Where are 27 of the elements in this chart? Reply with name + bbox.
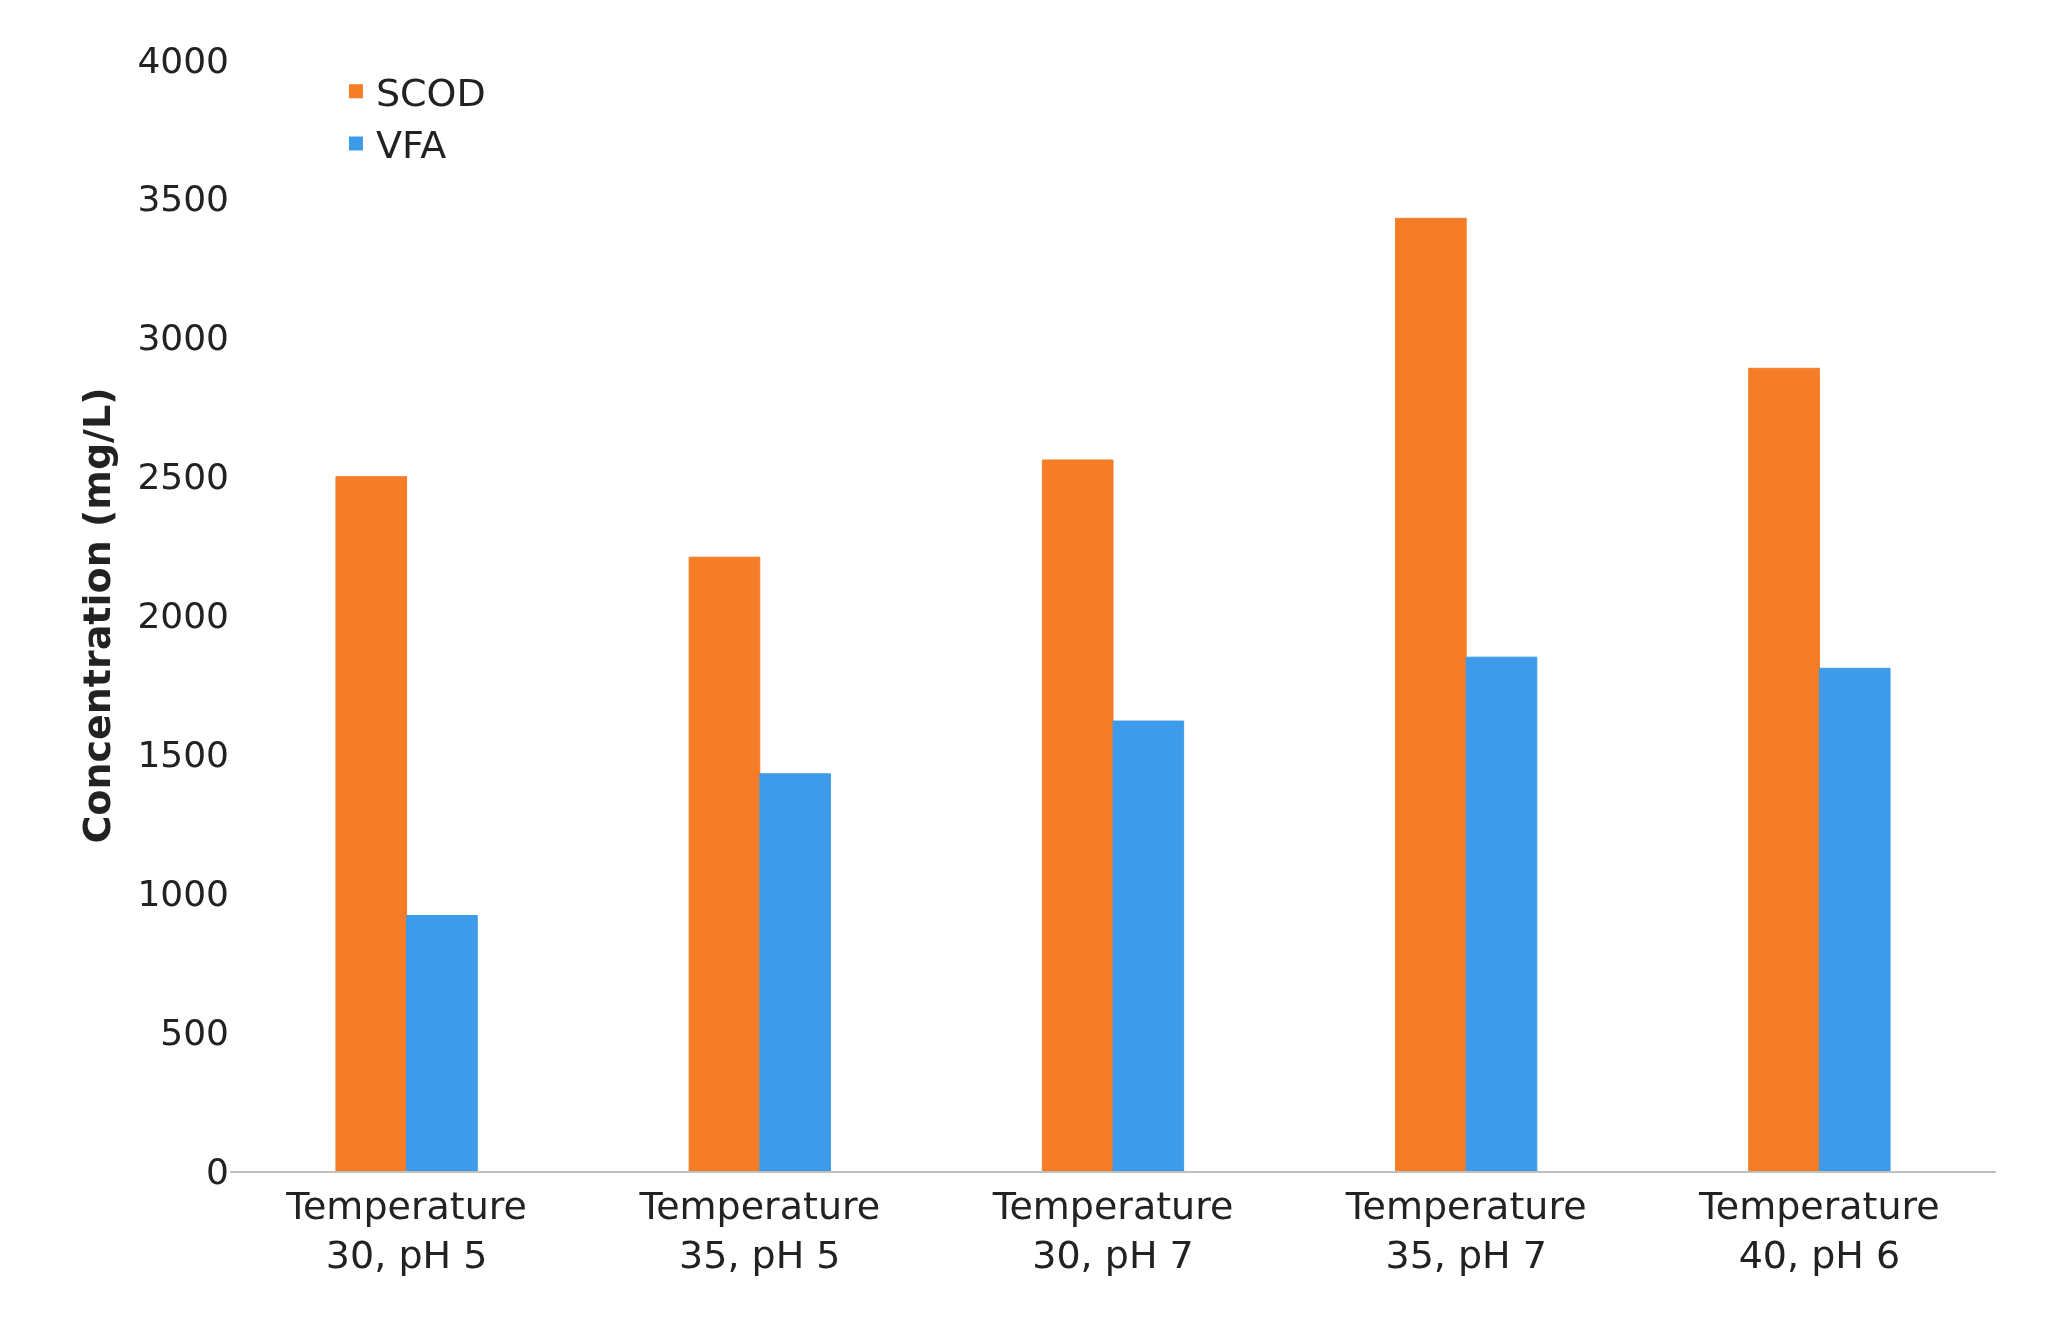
x-tick-label: Temperature 35, pH 5 xyxy=(638,1183,881,1277)
x-tick-label: Temperature 35, pH 7 xyxy=(1344,1183,1587,1277)
y-tick-label: 3000 xyxy=(137,317,229,359)
x-tick-label: Temperature 40, pH 6 xyxy=(1698,1183,1940,1277)
bar xyxy=(688,556,761,1171)
y-tick-label: 0 xyxy=(206,1150,229,1192)
legend-label: VFA xyxy=(375,123,447,168)
y-tick-label: 1500 xyxy=(137,733,229,775)
legend-label: SCOD xyxy=(375,71,486,116)
y-tick-label: 2500 xyxy=(137,456,229,498)
y-axis-title: Concentration (mg/L) xyxy=(74,387,119,844)
bar xyxy=(335,476,408,1171)
bar xyxy=(1748,367,1820,1171)
bar xyxy=(1041,459,1114,1171)
y-tick-label: 4000 xyxy=(137,39,229,81)
bar xyxy=(1395,217,1467,1171)
x-tick-label: Temperature 30, pH 7 xyxy=(991,1183,1234,1277)
x-tick-label: Temperature 30, pH 5 xyxy=(285,1183,527,1277)
bar xyxy=(406,914,478,1171)
y-tick-label: 500 xyxy=(160,1011,229,1053)
y-tick-label: 2000 xyxy=(137,595,229,637)
y-tick-label: 1000 xyxy=(137,872,229,914)
bar xyxy=(759,773,831,1171)
bar xyxy=(1465,656,1538,1171)
y-tick-label: 3500 xyxy=(137,178,229,220)
bar xyxy=(1112,720,1185,1171)
bar xyxy=(1818,667,1891,1171)
